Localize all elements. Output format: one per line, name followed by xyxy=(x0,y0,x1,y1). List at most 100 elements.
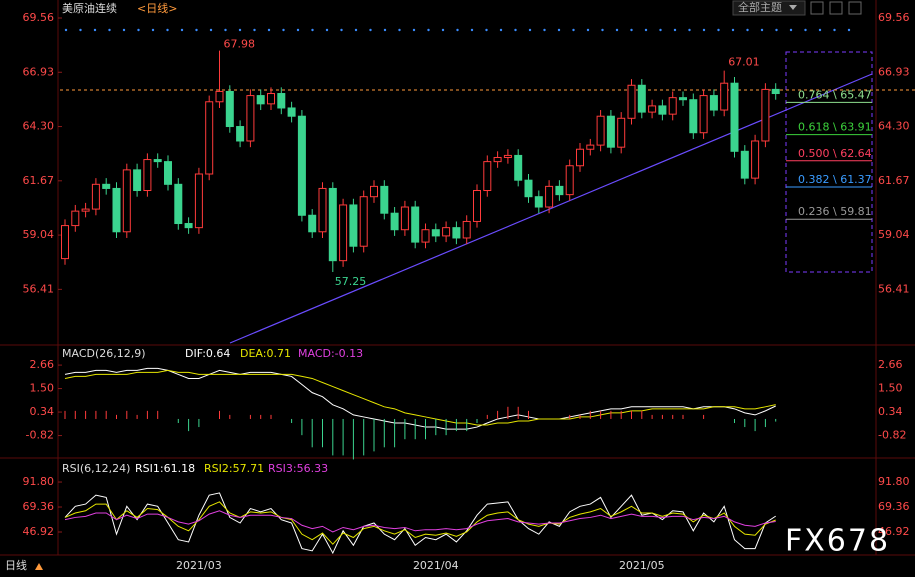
y-tick-label: 66.93 xyxy=(23,65,55,78)
marker-dot xyxy=(311,28,314,32)
y-tick-label-right: 46.92 xyxy=(878,525,910,538)
candle-body xyxy=(215,90,224,103)
fib-label: 0.500 \ 62.64 xyxy=(798,147,872,160)
watermark: FX678 xyxy=(785,524,890,559)
candle-body xyxy=(462,220,471,239)
y-tick-label-right: 56.41 xyxy=(878,282,910,295)
legend-entry: DIF:0.64 xyxy=(185,347,230,360)
marker-dot xyxy=(325,28,329,32)
candle-body xyxy=(411,206,420,243)
candle-body xyxy=(606,115,615,148)
fib-label: 0.618 \ 63.91 xyxy=(798,121,872,134)
fib-label: 0.236 \ 59.81 xyxy=(798,205,872,218)
candle-body xyxy=(308,214,317,233)
candle-body xyxy=(555,185,564,196)
indicator-line xyxy=(64,492,776,555)
candle-body xyxy=(256,95,265,105)
marker-dot xyxy=(238,28,242,32)
candle-body xyxy=(668,97,677,115)
toolbar-icon[interactable] xyxy=(848,1,862,15)
legend-entry: RSI1:61.18 xyxy=(135,462,195,475)
candle-body xyxy=(442,227,451,237)
marker-dot xyxy=(847,28,851,32)
x-tick-label: 2021/05 xyxy=(619,559,665,572)
period-selector[interactable]: <日线> xyxy=(137,1,177,15)
y-tick-label: 1.50 xyxy=(30,382,55,395)
marker-dot xyxy=(354,28,358,32)
candle-body xyxy=(483,161,492,192)
marker-dot xyxy=(485,28,488,32)
dropdown-arrow xyxy=(789,5,797,10)
candle-body xyxy=(153,159,162,163)
marker-dot xyxy=(412,28,416,32)
y-tick-label-right: 91.80 xyxy=(878,475,910,488)
chart-title: 美原油连续 xyxy=(62,1,117,15)
marker-dot xyxy=(209,28,213,32)
marker-dot xyxy=(151,28,155,32)
period-arrow[interactable] xyxy=(35,563,43,570)
marker-dot xyxy=(833,28,836,32)
candle-body xyxy=(246,95,255,142)
theme-button-label[interactable]: 全部主题 xyxy=(738,0,782,14)
legend-entry: RSI2:57.71 xyxy=(204,462,264,475)
indicator-line xyxy=(64,367,776,430)
candle-body xyxy=(771,88,780,95)
candle-body xyxy=(370,185,378,198)
marker-dot xyxy=(282,28,285,32)
y-tick-label-right: 61.67 xyxy=(878,174,910,187)
candle-body xyxy=(194,173,203,229)
candle-body xyxy=(61,225,69,260)
candle-body xyxy=(236,126,245,142)
marker-dot xyxy=(673,28,677,32)
marker-dot xyxy=(746,28,749,32)
toolbar-icon[interactable] xyxy=(829,1,843,15)
candle-body xyxy=(400,206,409,231)
candle-body xyxy=(287,107,296,117)
y-tick-label: 91.80 xyxy=(23,475,55,488)
candle-body xyxy=(637,84,646,113)
candle-body xyxy=(339,204,348,262)
low-annotation: 57.25 xyxy=(335,275,367,288)
candle-body xyxy=(91,183,100,210)
candle-body xyxy=(534,196,543,208)
candle-body xyxy=(164,161,172,185)
marker-dot xyxy=(224,28,227,32)
marker-dot xyxy=(543,28,546,32)
y-tick-label-right: 1.50 xyxy=(878,382,903,395)
candle-body xyxy=(184,223,193,229)
fib-box xyxy=(785,51,873,273)
marker-dot xyxy=(137,28,140,32)
high-annotation: 67.98 xyxy=(224,38,256,51)
marker-dot xyxy=(166,28,169,32)
candle-body xyxy=(648,105,657,113)
candle-body xyxy=(102,183,111,189)
theme-button[interactable] xyxy=(732,0,806,16)
marker-dot xyxy=(731,28,735,32)
candle-body xyxy=(421,229,430,243)
marker-dot xyxy=(702,28,706,32)
candle-body xyxy=(473,190,481,222)
marker-dot xyxy=(615,28,619,32)
candle-body xyxy=(71,210,80,227)
candle-body xyxy=(143,159,152,192)
indicator-title: RSI(6,12,24) xyxy=(62,462,130,475)
candle-body xyxy=(586,144,595,150)
candle-body xyxy=(761,88,770,142)
marker-dot xyxy=(427,28,430,32)
candle-body xyxy=(122,169,131,233)
y-tick-label: 2.66 xyxy=(30,358,55,371)
candle-body xyxy=(545,185,554,208)
candle-body xyxy=(225,90,234,128)
candle-body xyxy=(493,156,502,163)
candle-body xyxy=(576,148,584,167)
toolbar-icon[interactable] xyxy=(810,1,824,15)
high-annotation: 67.01 xyxy=(728,56,760,69)
candle-body xyxy=(328,187,337,262)
y-tick-label-right: 64.30 xyxy=(878,120,910,133)
candle-body xyxy=(565,165,574,196)
indicator-line xyxy=(64,369,776,426)
indicator-title: MACD(26,12,9) xyxy=(62,347,146,360)
marker-dot xyxy=(253,28,256,32)
